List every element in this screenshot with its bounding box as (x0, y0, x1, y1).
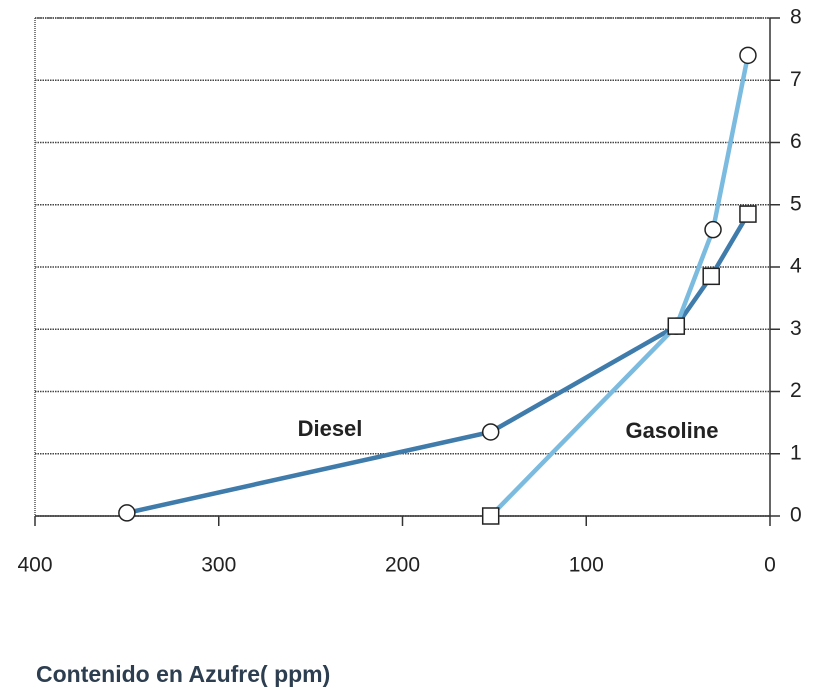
x-tick-label: 200 (385, 554, 420, 577)
marker-circle (118, 504, 136, 522)
x-tick-label: 300 (201, 554, 236, 577)
series-label: Diesel (298, 416, 363, 441)
y-tick-label: 5 (790, 192, 802, 215)
marker-square (739, 205, 757, 223)
y-tick-label: 4 (790, 255, 802, 278)
y-tick-label: 2 (790, 379, 802, 402)
x-tick-label: 0 (764, 554, 776, 577)
y-tick-label: 7 (790, 68, 802, 91)
marker-square (667, 317, 686, 335)
y-tick-label: 8 (790, 6, 802, 29)
x-axis-title: Contenido en Azufre( ppm) (36, 661, 330, 687)
y-tick-label: 0 (790, 504, 802, 527)
y-tick-label: 1 (790, 441, 802, 464)
series-line (126, 212, 750, 516)
marker-square (481, 507, 500, 525)
x-tick-label: 100 (569, 554, 604, 577)
y-tick-label: 3 (790, 317, 802, 340)
marker-square (702, 267, 720, 286)
x-tick-label: 400 (17, 554, 52, 577)
marker-circle (704, 220, 722, 239)
marker-circle (739, 46, 757, 65)
y-tick-label: 6 (790, 130, 802, 153)
series-line (489, 54, 751, 518)
marker-circle (481, 423, 500, 441)
series-label: Gasoline (626, 418, 719, 443)
